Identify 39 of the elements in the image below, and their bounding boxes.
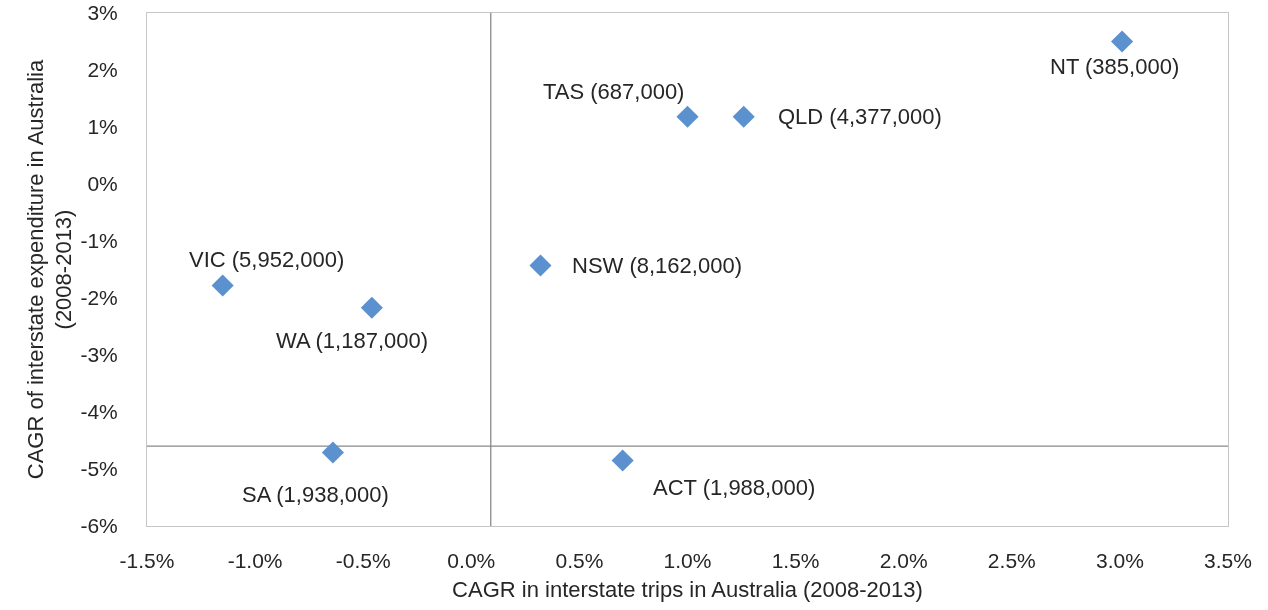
y-tick-label: 2% <box>87 58 118 82</box>
y-tick-label: -1% <box>80 229 118 253</box>
y-tick-label: 1% <box>87 115 118 139</box>
point <box>211 274 234 297</box>
annotation: QLD (4,377,000) <box>778 104 942 129</box>
x-tick-label: 1.0% <box>663 549 712 573</box>
x-tick-label: -1.5% <box>119 549 175 573</box>
x-tick-label: 2.5% <box>987 549 1036 573</box>
point <box>360 296 383 319</box>
point <box>732 105 755 128</box>
x-tick-label: -0.5% <box>335 549 391 573</box>
x-tick-label: 0.0% <box>447 549 496 573</box>
y-tick-label: -2% <box>80 286 118 310</box>
y-tick-label: -4% <box>80 400 118 424</box>
annotation: ACT (1,988,000) <box>653 475 816 500</box>
x-tick-label: -1.0% <box>227 549 283 573</box>
y-tick-label: -6% <box>80 514 118 538</box>
annotation: TAS (687,000) <box>543 79 685 104</box>
x-tick-label: 0.5% <box>555 549 604 573</box>
point <box>611 449 634 472</box>
x-tick-label: 3.0% <box>1095 549 1144 573</box>
annotation: SA (1,938,000) <box>242 482 389 507</box>
point <box>676 105 699 128</box>
x-tick-label: 2.0% <box>879 549 928 573</box>
y-axis-title: CAGR of interstate expenditure in Australia (2008-2013) <box>22 59 77 480</box>
y-tick-label: 3% <box>87 1 118 25</box>
point <box>529 254 552 277</box>
x-tick-label: 3.5% <box>1204 549 1252 573</box>
y-tick-label: 0% <box>87 172 118 196</box>
x-axis-title: CAGR in interstate trips in Australia (2008-2013) <box>452 577 923 603</box>
point <box>1111 30 1134 53</box>
x-tick-label: 1.5% <box>771 549 820 573</box>
annotation: NT (385,000) <box>1050 54 1180 79</box>
annotation: NSW (8,162,000) <box>572 253 742 278</box>
point <box>321 441 344 464</box>
y-tick-label: -3% <box>80 343 118 367</box>
y-tick-label: -5% <box>80 457 118 481</box>
annotation: VIC (5,952,000) <box>189 247 345 272</box>
annotation: WA (1,187,000) <box>276 328 429 353</box>
